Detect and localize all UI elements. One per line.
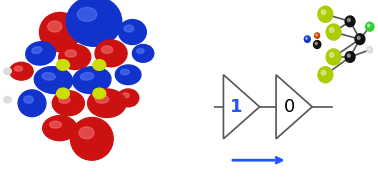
Circle shape <box>366 22 374 31</box>
Ellipse shape <box>95 95 109 103</box>
Ellipse shape <box>42 73 55 80</box>
Ellipse shape <box>48 21 62 32</box>
Circle shape <box>326 49 341 65</box>
Ellipse shape <box>9 62 33 80</box>
Ellipse shape <box>95 40 127 67</box>
Ellipse shape <box>43 116 77 141</box>
Circle shape <box>330 28 334 32</box>
Ellipse shape <box>65 50 76 57</box>
Circle shape <box>57 88 70 99</box>
Ellipse shape <box>50 121 62 128</box>
Circle shape <box>313 41 321 48</box>
Ellipse shape <box>77 7 97 21</box>
Ellipse shape <box>118 89 139 107</box>
Circle shape <box>318 67 333 83</box>
Ellipse shape <box>34 67 73 93</box>
Circle shape <box>4 96 11 103</box>
Ellipse shape <box>73 67 111 93</box>
Ellipse shape <box>14 66 23 71</box>
Ellipse shape <box>59 44 91 69</box>
Circle shape <box>326 24 341 40</box>
Circle shape <box>367 47 373 53</box>
Ellipse shape <box>24 96 33 103</box>
Circle shape <box>93 88 106 99</box>
Text: 0: 0 <box>284 98 295 116</box>
Ellipse shape <box>79 127 94 139</box>
Circle shape <box>93 60 106 70</box>
Ellipse shape <box>70 117 113 160</box>
Ellipse shape <box>121 69 129 75</box>
Circle shape <box>321 70 326 75</box>
Ellipse shape <box>52 91 84 116</box>
Circle shape <box>4 68 11 74</box>
Circle shape <box>367 24 370 27</box>
Circle shape <box>306 37 307 39</box>
Ellipse shape <box>115 65 141 85</box>
Circle shape <box>316 34 317 36</box>
Ellipse shape <box>40 12 80 52</box>
Ellipse shape <box>124 25 134 32</box>
Ellipse shape <box>132 44 154 62</box>
Circle shape <box>357 36 360 40</box>
Circle shape <box>321 10 326 15</box>
Ellipse shape <box>81 73 94 80</box>
Ellipse shape <box>101 46 113 53</box>
Circle shape <box>57 60 70 70</box>
Ellipse shape <box>32 47 42 54</box>
Ellipse shape <box>59 96 70 103</box>
Circle shape <box>318 6 333 22</box>
Ellipse shape <box>137 48 144 53</box>
Circle shape <box>315 42 318 45</box>
Circle shape <box>347 19 350 22</box>
Ellipse shape <box>122 93 129 98</box>
Circle shape <box>355 34 365 44</box>
Ellipse shape <box>66 0 122 46</box>
Text: 1: 1 <box>230 98 243 116</box>
Circle shape <box>345 16 355 27</box>
Ellipse shape <box>88 89 126 117</box>
Circle shape <box>368 48 370 50</box>
Circle shape <box>304 36 310 42</box>
Ellipse shape <box>119 20 146 44</box>
Ellipse shape <box>18 90 46 117</box>
Circle shape <box>347 54 350 57</box>
Circle shape <box>330 53 334 57</box>
Circle shape <box>315 33 320 38</box>
Circle shape <box>345 52 355 62</box>
Ellipse shape <box>26 42 56 65</box>
